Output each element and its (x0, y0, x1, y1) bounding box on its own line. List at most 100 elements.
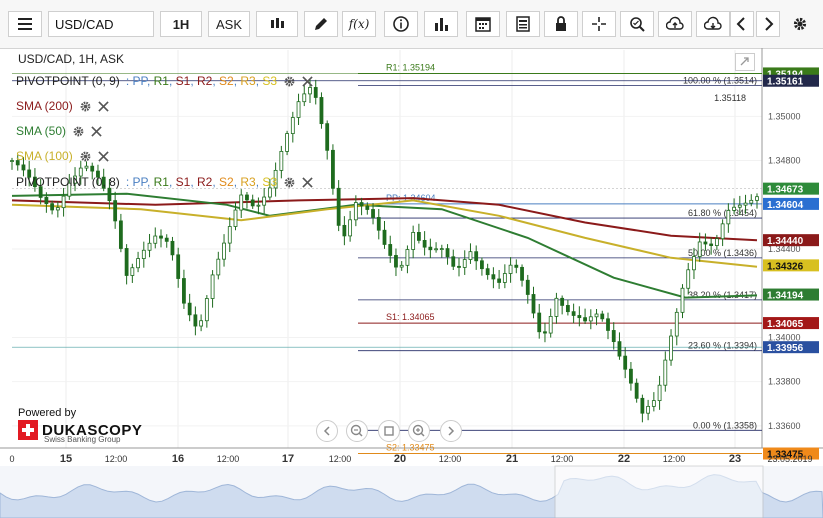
candle-body (439, 248, 444, 250)
candle-body (709, 243, 714, 246)
price-axis: 1.35000 1.34800 1.34400 1.34000 1.33800 1.336… (768, 111, 801, 431)
news-button[interactable] (506, 11, 540, 37)
gear-icon (793, 17, 807, 31)
fib-level-label: 61.80 % (1.3454) (688, 208, 757, 218)
fullscreen-button[interactable] (735, 53, 755, 71)
reset-button[interactable] (378, 420, 400, 442)
zoom-out-button[interactable] (346, 420, 368, 442)
upload-button[interactable] (658, 11, 692, 37)
gear-icon[interactable] (283, 75, 296, 88)
info-button[interactable] (384, 11, 418, 37)
candle-body (474, 251, 479, 262)
chevron-left-icon (736, 17, 745, 31)
close-icon[interactable] (302, 75, 313, 87)
price-tag-bg (763, 234, 819, 247)
candle-body (497, 278, 502, 283)
legend-sma-100[interactable]: SMA (100) (16, 149, 109, 163)
r1-key: R1 (153, 74, 169, 88)
lock-button[interactable] (544, 11, 578, 37)
price-tag-value: 1.33475 (767, 450, 804, 461)
menu-button[interactable] (8, 11, 42, 37)
scroll-right-button[interactable] (440, 420, 462, 442)
powered-by: Powered by (18, 407, 77, 419)
prev-button[interactable] (730, 11, 754, 37)
zoom-button[interactable] (620, 11, 654, 37)
candle-body (27, 169, 32, 178)
scroll-left-button[interactable] (316, 420, 338, 442)
draw-button[interactable] (304, 11, 338, 37)
candle-body (502, 273, 507, 283)
settings-button[interactable] (786, 11, 814, 37)
x-tick-label: 12:00 (439, 454, 462, 464)
period-select[interactable]: 1H (160, 11, 202, 37)
candlestick-icon (271, 18, 284, 28)
legend-pivot-2[interactable]: PIVOTPOINT (0, 8) : PP, R1, S1, R2, S2, … (16, 175, 313, 189)
candle-body (239, 194, 244, 211)
legend-sma-50[interactable]: SMA (50) (16, 124, 102, 138)
candle-body (331, 149, 335, 189)
volume-button[interactable] (424, 11, 458, 37)
y-tick-label: 1.34400 (768, 244, 801, 254)
candle-body (365, 205, 370, 210)
pp-key: PP (132, 175, 147, 189)
close-icon[interactable] (302, 176, 313, 188)
candle-body (262, 196, 267, 206)
candle-body (342, 224, 347, 237)
y-tick-label: 1.35000 (768, 111, 801, 121)
next-button[interactable] (756, 11, 780, 37)
indicators-button[interactable]: f(x) (342, 11, 376, 37)
close-icon[interactable] (98, 150, 109, 162)
r3-key: R3 (240, 175, 256, 189)
reset-icon (384, 426, 394, 436)
gear-icon[interactable] (72, 125, 85, 138)
dukascopy-logo[interactable]: DUKASCOPY (18, 420, 142, 440)
candle-body (571, 311, 576, 316)
period-value: 1H (172, 16, 190, 32)
gear-icon[interactable] (283, 176, 296, 189)
calendar-icon (475, 17, 491, 32)
download-button[interactable] (696, 11, 730, 37)
candle-body (250, 199, 255, 207)
r3-key: R3 (240, 74, 256, 88)
s2-key: S2 (219, 175, 234, 189)
candle-body (703, 241, 708, 245)
candle-body (199, 320, 204, 327)
candle-body (290, 117, 295, 134)
candle-body (73, 175, 77, 184)
pivot-level-label: S1: 1.34065 (386, 312, 435, 322)
candle-body (399, 264, 404, 268)
symbol-select[interactable]: USD/CAD (48, 11, 154, 37)
price-tag-value: 1.34673 (767, 185, 804, 196)
price-tag-value: 1.34194 (767, 291, 804, 302)
zoom-in-button[interactable] (408, 420, 430, 442)
x-tick-label: 15 (60, 453, 72, 465)
candle-body (514, 264, 519, 268)
candle-body (732, 206, 736, 211)
chart-type-button[interactable] (256, 11, 298, 37)
gear-icon[interactable] (79, 150, 92, 163)
moving-averages (11, 192, 758, 299)
candle-body (583, 317, 587, 322)
candle-body (388, 244, 393, 256)
zoom-in-icon (412, 424, 425, 437)
zoom-icon (630, 17, 645, 32)
candle-body (113, 200, 118, 222)
expand-icon (740, 57, 749, 66)
side-select[interactable]: ASK (208, 11, 250, 37)
close-icon[interactable] (91, 125, 102, 137)
candle-body (554, 297, 559, 317)
x-tick-label: 21 (506, 453, 518, 465)
gear-icon[interactable] (79, 100, 92, 113)
chevron-right-icon (765, 17, 774, 31)
r1-key: R1 (153, 175, 169, 189)
cloud-download-icon (704, 16, 722, 30)
fib-level-label: 23.60 % (1.3394) (688, 341, 757, 351)
close-icon[interactable] (98, 100, 109, 112)
legend-pivot-1[interactable]: PIVOTPOINT (0, 9) : PP, R1, S1, R2, S2, … (16, 74, 313, 88)
legend-sma-200[interactable]: SMA (200) (16, 99, 109, 113)
crosshair-button[interactable] (582, 11, 616, 37)
price-tag-bg (763, 341, 819, 354)
candle-body (714, 238, 719, 246)
calendar-button[interactable] (466, 11, 500, 37)
